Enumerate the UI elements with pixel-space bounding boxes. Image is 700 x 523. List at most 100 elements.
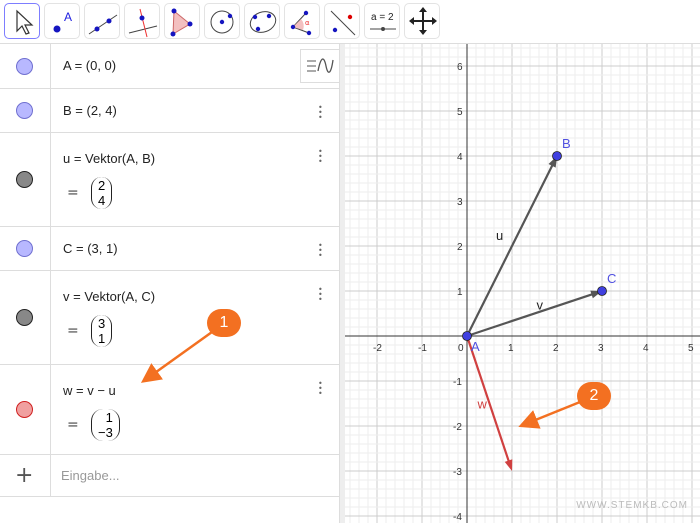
vector-component: 3 <box>98 316 106 331</box>
angle-icon: α <box>290 10 312 36</box>
algebra-item-content[interactable]: B = (2, 4) • • • <box>50 89 340 132</box>
x-tick-label: 4 <box>643 343 649 354</box>
definition-text: B = (2, 4) <box>63 103 117 118</box>
panel-divider[interactable] <box>340 44 345 523</box>
algebra-item-content[interactable]: A = (0, 0) <box>50 44 340 88</box>
vector-component: 1 <box>98 331 106 346</box>
visibility-toggle[interactable] <box>16 309 33 326</box>
move-tool-button[interactable] <box>4 3 40 39</box>
polygon-icon <box>170 8 193 37</box>
definition-text: A = (0, 0) <box>63 58 117 73</box>
more-options-icon[interactable]: • • • <box>318 103 323 122</box>
equals-sign: = <box>67 185 79 201</box>
move-graphics-view-tool-button[interactable] <box>404 3 440 39</box>
y-tick-label: -2 <box>453 422 462 433</box>
vector-component: 1 <box>105 410 113 425</box>
graphics-view[interactable]: -2 -1 0 1 2 3 4 5 6 5 4 3 2 1 -1 -2 -3 -4 u v w A B C <box>345 44 700 523</box>
y-tick-label: -3 <box>453 467 462 478</box>
algebra-view: A = (0, 0) B = (2, 4) • • • u = Vektor(A, B) =… <box>0 44 340 523</box>
conic-icon <box>249 11 277 33</box>
algebra-row[interactable]: u = Vektor(A, B) = 2 4 • • • <box>0 133 340 227</box>
definition-text: C = (3, 1) <box>63 241 118 256</box>
algebra-item-content[interactable]: v = Vektor(A, C) = 3 1 • • • <box>50 271 340 364</box>
point-label: C <box>607 271 616 286</box>
vector-component: 2 <box>98 178 106 193</box>
perpendicular-line-tool-button[interactable] <box>124 3 160 39</box>
algebra-row[interactable]: A = (0, 0) <box>0 44 340 89</box>
visibility-toggle[interactable] <box>16 171 33 188</box>
watermark: WWW.STEMKB.COM <box>576 500 688 511</box>
algebra-style-button[interactable] <box>300 49 340 83</box>
y-tick-label: 4 <box>457 152 463 163</box>
circle-tool-button[interactable] <box>204 3 240 39</box>
y-tick-label: 1 <box>457 287 463 298</box>
point-label: A <box>471 339 480 354</box>
algebra-item-content[interactable]: u = Vektor(A, B) = 2 4 • • • <box>50 133 340 226</box>
vector-w-arrowhead <box>504 459 513 471</box>
equals-sign: = <box>67 417 79 433</box>
vector-v <box>466 292 595 338</box>
line-tool-button[interactable] <box>84 3 120 39</box>
x-tick-label: -1 <box>418 343 427 354</box>
x-tick-label: 2 <box>553 343 559 354</box>
y-tick-label: 2 <box>457 242 463 253</box>
visibility-toggle[interactable] <box>16 240 33 257</box>
reflect-tool-button[interactable] <box>324 3 360 39</box>
algebra-row[interactable]: v = Vektor(A, C) = 3 1 • • • <box>0 271 340 365</box>
visibility-toggle[interactable] <box>16 401 33 418</box>
definition-text: v = Vektor(A, C) <box>63 289 156 304</box>
point-icon: A <box>53 10 72 33</box>
angle-tool-button[interactable]: α <box>284 3 320 39</box>
visibility-toggle[interactable] <box>16 102 33 119</box>
svg-text:α: α <box>305 19 310 27</box>
x-tick-label: 0 <box>458 343 464 354</box>
input-field[interactable]: Eingabe... <box>61 468 120 483</box>
perpendicular-line-icon <box>128 8 158 38</box>
vector-label: v <box>537 298 544 313</box>
svg-text:A: A <box>64 10 72 24</box>
x-tick-label: 5 <box>688 343 694 354</box>
algebra-item-content[interactable]: C = (3, 1) • • • <box>50 227 340 270</box>
slider-icon: a = 2 <box>370 12 396 31</box>
algebra-row[interactable]: C = (3, 1) • • • <box>0 227 340 271</box>
slider-tool-button[interactable]: a = 2 <box>364 3 400 39</box>
algebra-style-icon <box>307 58 334 73</box>
line-icon <box>88 14 118 35</box>
equals-sign: = <box>67 323 79 339</box>
vector-label: u <box>496 228 503 243</box>
more-options-icon[interactable]: • • • <box>318 379 323 398</box>
vector-component: 4 <box>98 193 106 208</box>
visibility-toggle[interactable] <box>16 57 33 75</box>
point-tool-button[interactable]: A <box>44 3 80 39</box>
x-tick-label: 3 <box>598 343 604 354</box>
point-B <box>552 151 562 161</box>
vector-label: w <box>477 397 488 412</box>
move-graphics-view-icon <box>409 7 437 35</box>
more-options-icon[interactable]: • • • <box>318 147 323 166</box>
input-row[interactable]: + Eingabe... <box>0 455 340 497</box>
polygon-tool-button[interactable] <box>164 3 200 39</box>
point-label: B <box>562 136 571 151</box>
vector-value: 1 −3 <box>91 409 120 441</box>
vector-u <box>466 162 555 337</box>
vector-component: −3 <box>98 425 113 440</box>
more-options-icon[interactable]: • • • <box>318 285 323 304</box>
more-options-icon[interactable]: • • • <box>318 241 323 260</box>
algebra-row[interactable]: B = (2, 4) • • • <box>0 89 340 133</box>
point-A <box>462 331 472 341</box>
y-tick-label: 3 <box>457 197 463 208</box>
annotation-badge-1: 1 <box>207 309 241 337</box>
y-tick-label: 5 <box>457 107 463 118</box>
y-tick-label: -4 <box>453 512 462 523</box>
svg-text:a = 2: a = 2 <box>371 12 394 23</box>
algebra-row[interactable]: w = v − u = 1 −3 • • • <box>0 365 340 455</box>
algebra-item-content[interactable]: w = v − u = 1 −3 • • • <box>50 365 340 454</box>
definition-text: u = Vektor(A, B) <box>63 151 156 166</box>
add-icon[interactable]: + <box>15 463 34 488</box>
x-tick-label: 1 <box>508 343 514 354</box>
conic-tool-button[interactable] <box>244 3 280 39</box>
y-tick-label: -1 <box>453 377 462 388</box>
circle-icon <box>210 10 234 34</box>
